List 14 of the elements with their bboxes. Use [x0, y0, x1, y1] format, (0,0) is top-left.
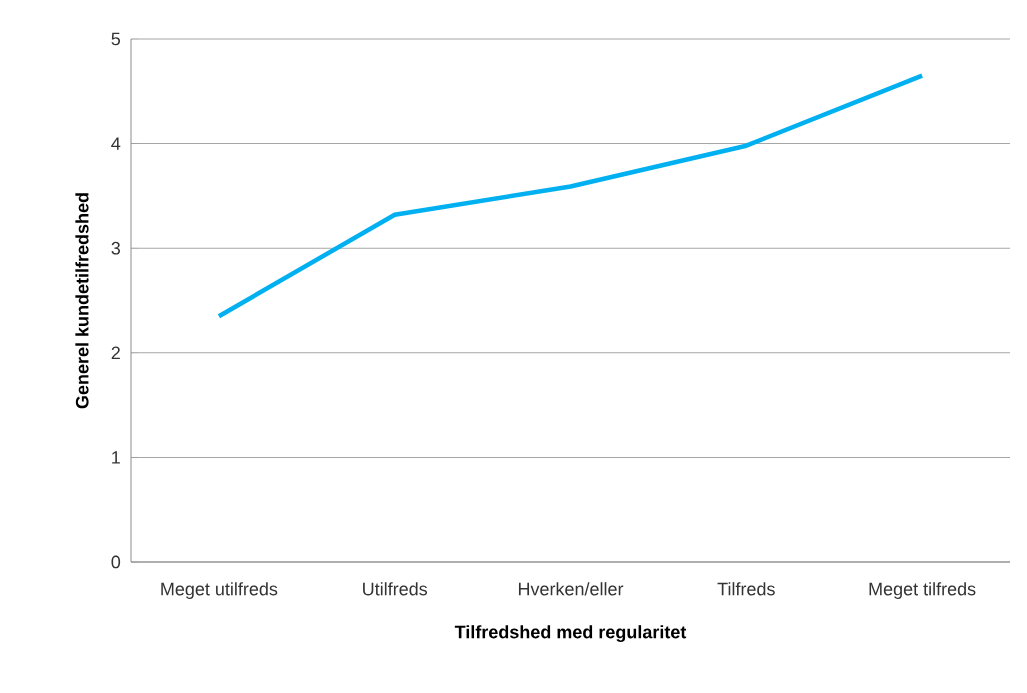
x-tick-label: Utilfreds: [363, 582, 428, 596]
y-axis-title: Generel kundetilfredshed: [75, 193, 89, 409]
x-tick-label: Meget utilfreds: [161, 582, 278, 599]
y-tick-label: 4: [111, 137, 121, 150]
y-tick-label: 3: [111, 241, 121, 255]
y-tick-label: 5: [111, 32, 121, 46]
x-tick-label: Hverken/eller: [518, 582, 624, 596]
y-tick-label: 2: [111, 346, 120, 360]
y-tick-label: 0: [111, 555, 121, 569]
x-tick-label: Tilfreds: [717, 582, 775, 596]
x-axis-title: Tilfredshed med regularitet: [454, 625, 687, 643]
y-tick-label: 1: [112, 451, 120, 464]
line-series: [216, 73, 925, 319]
x-tick-label: Meget tilfreds: [869, 582, 976, 599]
